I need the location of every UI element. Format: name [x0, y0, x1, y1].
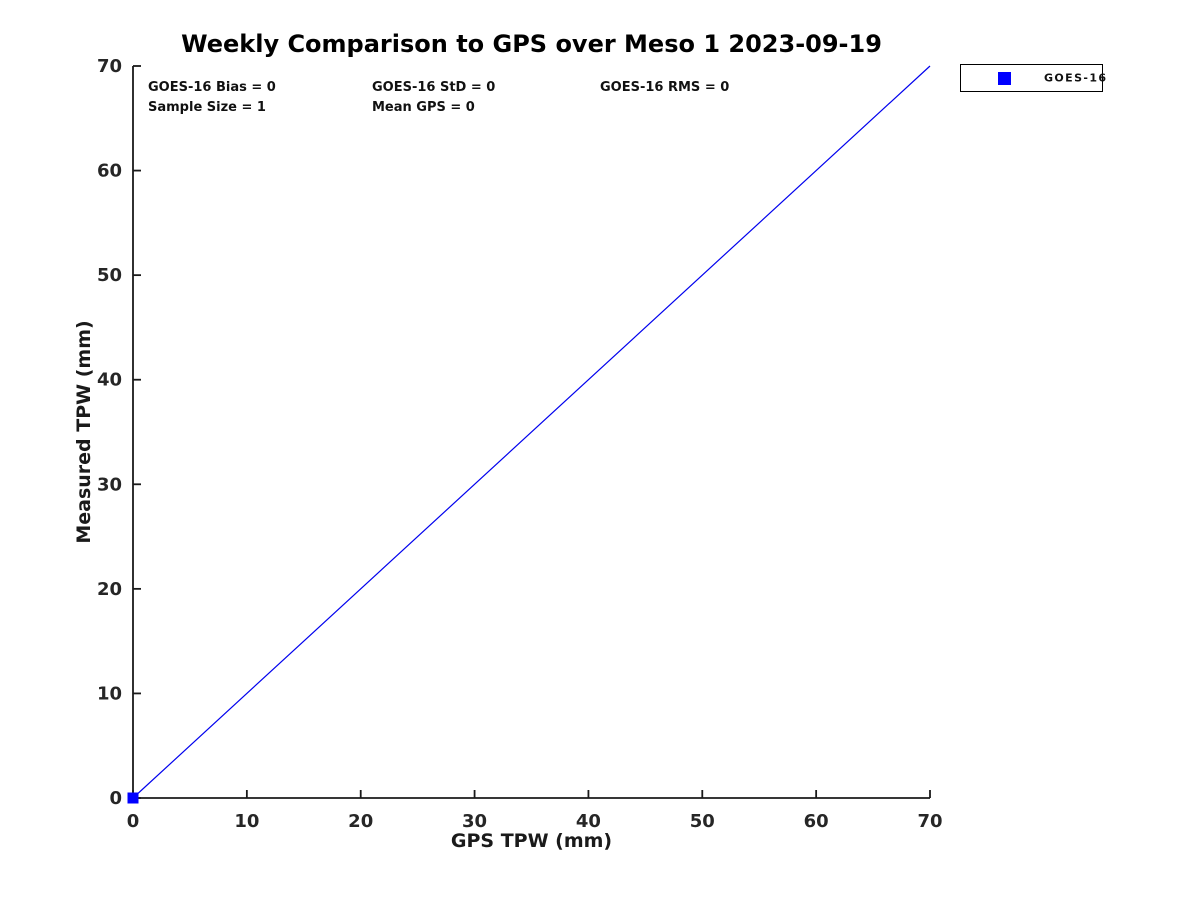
- stat-sample-size: Sample Size = 1: [148, 100, 266, 115]
- y-tick-label: 30: [97, 474, 122, 495]
- y-axis-label: Measured TPW (mm): [73, 320, 95, 544]
- y-tick-label: 0: [109, 788, 122, 809]
- x-tick-label: 50: [690, 811, 715, 832]
- x-tick-label: 40: [576, 811, 601, 832]
- stat-mean-gps: Mean GPS = 0: [372, 100, 475, 115]
- data-point-marker: [127, 792, 139, 804]
- stat-rms: GOES-16 RMS = 0: [600, 80, 730, 95]
- legend-marker-square-icon: [998, 72, 1011, 85]
- y-tick-label: 40: [97, 370, 122, 391]
- y-tick-label: 20: [97, 579, 122, 600]
- x-axis-label: GPS TPW (mm): [450, 830, 613, 852]
- x-tick-label: 30: [462, 811, 487, 832]
- y-tick-label: 50: [97, 265, 122, 286]
- x-tick-label: 10: [234, 811, 259, 832]
- y-tick-label: 10: [97, 683, 122, 704]
- stat-std: GOES-16 StD = 0: [372, 80, 496, 95]
- x-tick-label: 0: [127, 811, 140, 832]
- x-tick-label: 70: [917, 811, 942, 832]
- x-tick-label: 20: [348, 811, 373, 832]
- legend-label: GOES-16: [1044, 71, 1108, 85]
- stat-bias: GOES-16 Bias = 0: [148, 80, 276, 95]
- y-tick-label: 60: [97, 161, 122, 182]
- legend: GOES-16: [960, 64, 1106, 92]
- y-tick-label: 70: [97, 56, 122, 77]
- x-tick-label: 60: [804, 811, 829, 832]
- chart-title: Weekly Comparison to GPS over Meso 1 202…: [181, 30, 882, 58]
- identity-line: [132, 65, 931, 799]
